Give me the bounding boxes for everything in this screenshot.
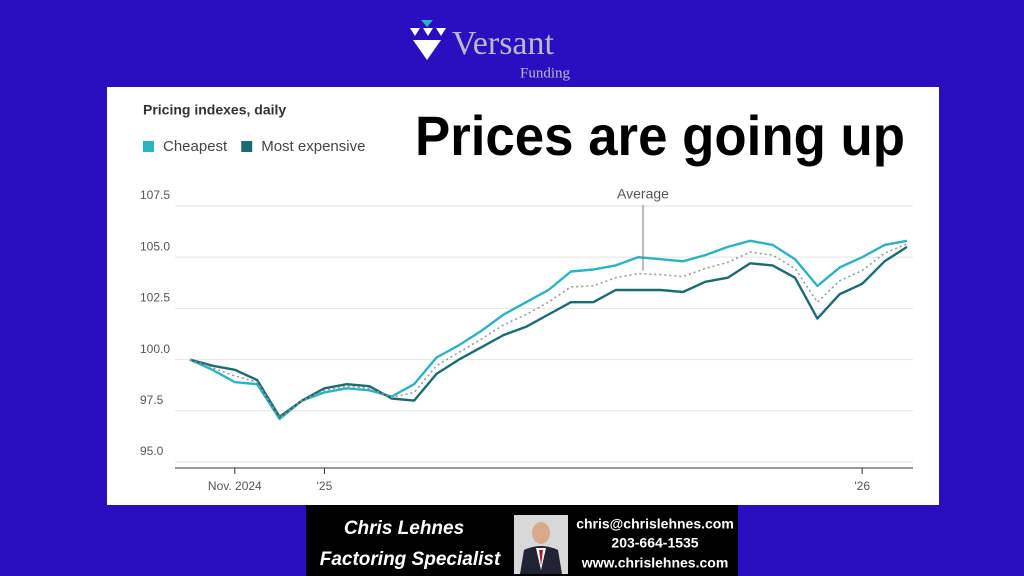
plot: 95.0 97.5 100.0 102.5 105.0 107.5 Nov. 2024 '25… xyxy=(140,138,913,493)
x-tick-label: Nov. 2024 xyxy=(208,479,262,493)
headline: Prices are going up xyxy=(415,104,905,167)
y-tick-label: 95.0 xyxy=(140,444,164,458)
legend-swatch xyxy=(241,141,253,152)
y-tick-label: 105.0 xyxy=(140,239,170,253)
legend-swatch xyxy=(143,141,154,152)
annotation: Average xyxy=(617,186,669,202)
banner-role: Factoring Specialist xyxy=(320,549,501,570)
y-tick-label: 107.5 xyxy=(140,188,170,202)
y-tick-label: 97.5 xyxy=(140,393,164,407)
y-tick-label: 102.5 xyxy=(140,291,170,305)
banner-name: Chris Lehnes xyxy=(344,518,464,539)
logo-icon xyxy=(410,20,446,60)
chart-card xyxy=(107,87,939,505)
series-line xyxy=(189,243,908,419)
photo xyxy=(514,515,568,574)
logo-sub: Funding xyxy=(520,65,571,81)
y-tick-label: 100.0 xyxy=(140,342,170,356)
legend-label: Cheapest xyxy=(163,138,228,155)
banner-web: www.chrislehnes.com xyxy=(581,555,729,571)
x-tick-label: '26 xyxy=(854,479,870,493)
chart-title: Pricing indexes, daily xyxy=(143,102,286,118)
banner-email: chris@chrislehnes.com xyxy=(576,516,734,532)
legend-label: Most expensive xyxy=(261,138,365,155)
banner-phone: 203-664-1535 xyxy=(611,535,698,551)
x-tick-label: '25 xyxy=(317,479,333,493)
logo-name: Versant xyxy=(452,25,555,62)
